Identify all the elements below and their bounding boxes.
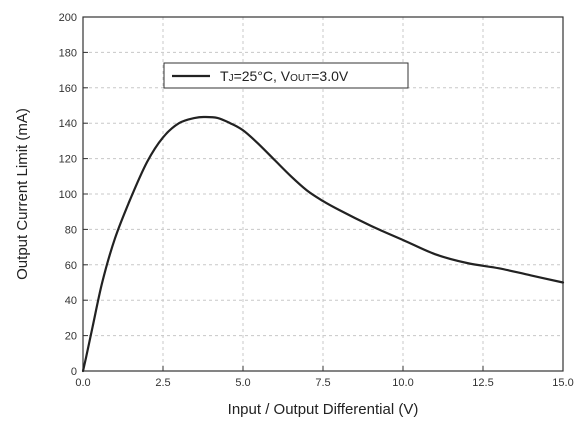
y-axis-label: Output Current Limit (mA)	[14, 108, 31, 280]
plot-frame	[82, 16, 564, 372]
x-tick-label: 0.0	[75, 377, 90, 389]
legend-voltage: =3.0V	[311, 68, 349, 84]
x-tick-label: 5.0	[235, 377, 250, 389]
series-line	[81, 115, 565, 373]
y-tick-label: 160	[59, 83, 77, 95]
y-tick-label: 120	[59, 154, 77, 166]
legend: TJ=25°C, VOUT=3.0V	[163, 62, 409, 89]
x-axis-label: Input / Output Differential (V)	[228, 401, 419, 418]
y-tick-label: 60	[65, 260, 77, 272]
x-tick-label: 2.5	[155, 377, 170, 389]
x-tick-label: 15.0	[552, 377, 573, 389]
legend-t: T	[220, 68, 229, 84]
y-tick-label: 20	[65, 331, 77, 343]
y-tick-label: 180	[59, 47, 77, 59]
legend-t-subscript: J	[229, 73, 234, 84]
legend-temp: =25°C, V	[234, 68, 291, 84]
y-tick-label: 0	[71, 366, 77, 378]
tick-labels: 0.0 2.5 5.0 7.5 10.0 12.5 15.0 0 20 40 60 80 100 120 1…	[59, 12, 574, 389]
y-tick-label: 140	[59, 118, 77, 130]
y-tick-label: 100	[59, 189, 77, 201]
x-tick-label: 7.5	[315, 377, 330, 389]
x-tick-label: 10.0	[392, 377, 413, 389]
legend-v-subscript: OUT	[290, 73, 311, 84]
series-layer	[81, 115, 565, 373]
x-tick-label: 12.5	[472, 377, 493, 389]
y-tick-label: 40	[65, 295, 77, 307]
legend-label: TJ=25°C, VOUT=3.0V	[220, 68, 349, 84]
y-tick-label: 80	[65, 224, 77, 236]
y-tick-label: 200	[59, 12, 77, 24]
